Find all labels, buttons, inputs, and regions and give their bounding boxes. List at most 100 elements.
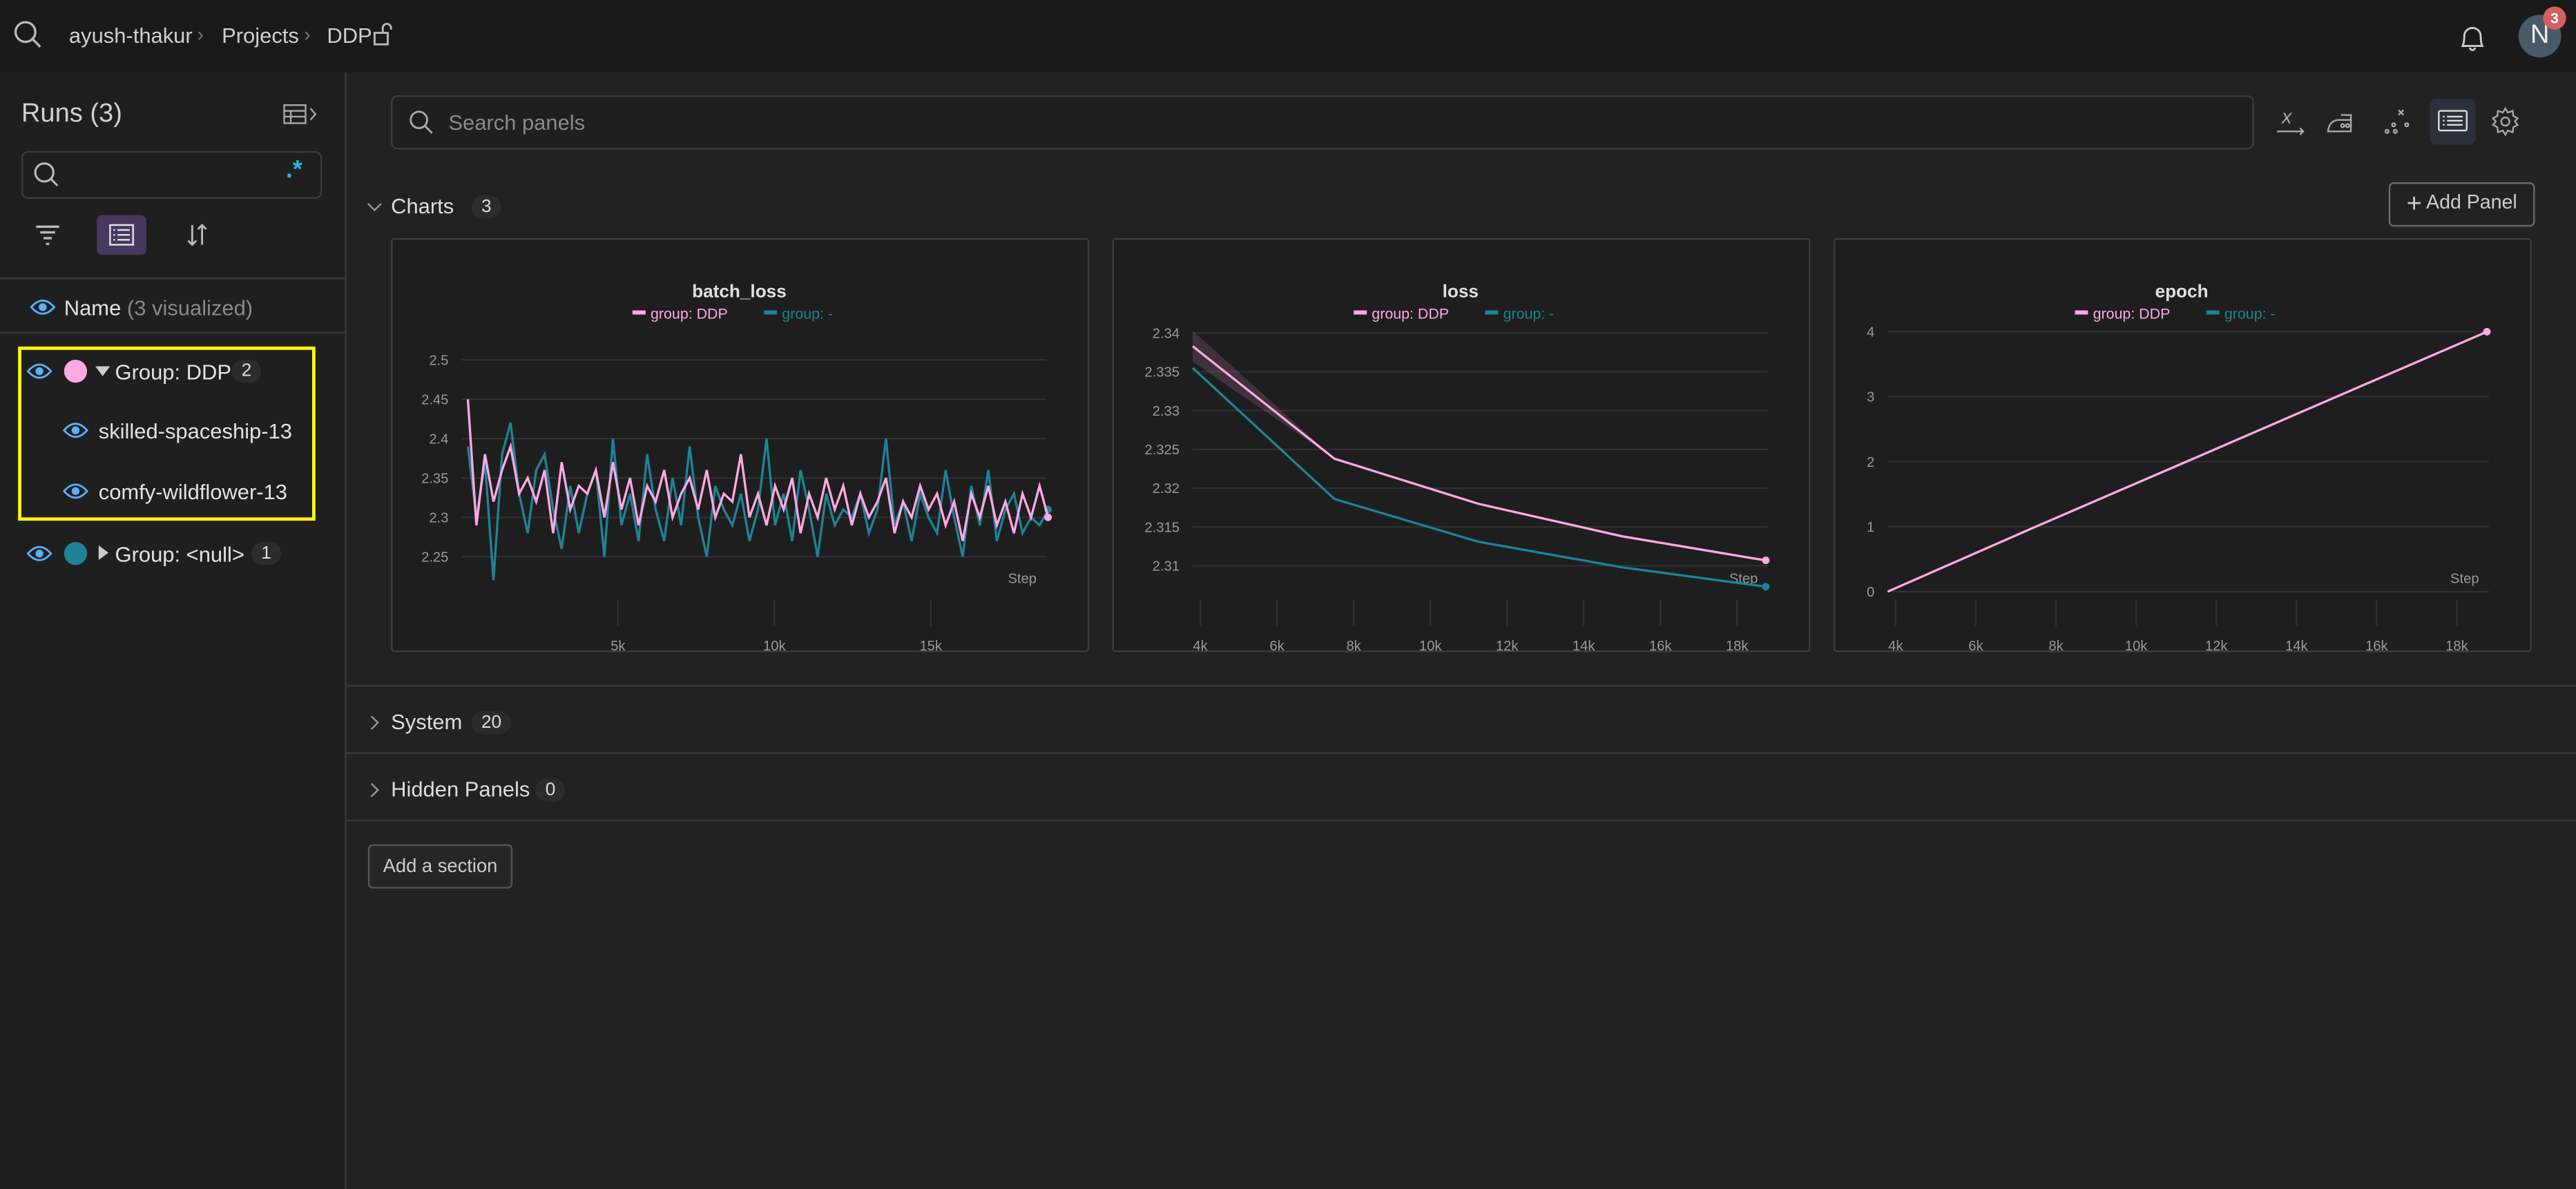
settings-gear-icon <box>2491 106 2519 137</box>
y-tick-label: 2.325 <box>1144 443 1180 458</box>
eye-icon[interactable] <box>26 363 52 380</box>
x-tick-label: 18k <box>2445 639 2468 650</box>
series-line-ddp <box>1191 345 1767 562</box>
y-tick-label: 2.32 <box>1153 481 1180 496</box>
legend-label: group: DDP <box>651 305 728 322</box>
divider <box>0 278 345 280</box>
chevron-down-icon[interactable] <box>366 200 383 213</box>
highlight-box <box>18 346 316 521</box>
search-icon[interactable] <box>13 20 43 50</box>
loss-chart: loss group: DDP group: - 2.31 2.315 2.32 2.325… <box>1144 281 1770 654</box>
expand-table-icon[interactable] <box>282 104 322 126</box>
y-tick-label: 2.33 <box>1153 404 1180 419</box>
runs-sidebar: Runs (3) .* Name (3 visualized) Group: D… <box>0 72 347 1189</box>
outliers-button[interactable] <box>2376 100 2419 143</box>
group-color-swatch[interactable] <box>64 542 88 566</box>
chart-title: batch_loss <box>692 281 787 302</box>
sort-icon[interactable] <box>186 222 209 248</box>
plus-icon: + <box>2406 189 2422 218</box>
eye-icon[interactable] <box>62 483 88 499</box>
group-label[interactable]: Group: <null> <box>115 542 244 567</box>
eye-icon[interactable] <box>30 299 56 316</box>
chart-panel-batch-loss[interactable]: batch_loss group: DDP group: - 2.25 2.3 2.35 2… <box>391 238 1090 654</box>
x-tick-label: 16k <box>2365 639 2388 650</box>
run-name[interactable]: comfy-wildflower-13 <box>98 479 287 505</box>
chart-panel-epoch[interactable]: epoch group: DDP group: - 0 1 2 3 4 4k 6k 8k 10k 12k… <box>1833 238 2532 654</box>
section-title-hidden-panels[interactable]: Hidden Panels <box>391 777 530 802</box>
breadcrumb-separator: › <box>197 23 204 46</box>
x-tick-label: 4k <box>1193 639 1208 650</box>
name-column-header[interactable]: Name (3 visualized) <box>64 296 253 320</box>
series-end-point <box>2483 327 2491 336</box>
chevron-right-icon[interactable] <box>368 782 381 798</box>
series-end-point <box>1762 557 1770 565</box>
divider <box>0 331 345 334</box>
legend-swatch <box>1354 310 1367 315</box>
section-divider <box>346 820 2576 822</box>
run-name[interactable]: skilled-spaceship-13 <box>98 418 292 444</box>
x-tick-label: 14k <box>2285 639 2308 650</box>
y-tick-label: 2.5 <box>429 353 448 368</box>
epoch-chart: epoch group: DDP group: - 0 1 2 3 4 4k 6k 8k 10k 12k… <box>1867 281 2491 654</box>
x-tick-label: 16k <box>1649 639 1672 650</box>
panel-search-input[interactable]: Search panels <box>391 95 2254 150</box>
legend-label: group: - <box>782 305 833 322</box>
smoothing-button[interactable] <box>2320 100 2363 143</box>
eye-icon[interactable] <box>26 545 52 562</box>
series-line-null <box>1191 367 1766 588</box>
caret-right-icon[interactable] <box>98 545 109 561</box>
y-tick-label: 2.45 <box>421 392 448 407</box>
group-color-swatch[interactable] <box>64 359 88 383</box>
section-title-charts[interactable]: Charts <box>391 193 454 219</box>
group-label[interactable]: Group: DDP <box>115 359 231 385</box>
layout-button[interactable] <box>2430 98 2476 145</box>
settings-button[interactable] <box>2484 100 2527 143</box>
y-tick-label: 2.34 <box>1153 326 1180 341</box>
y-tick-label: 3 <box>1867 390 1874 405</box>
x-tick-label: 18k <box>1726 639 1749 650</box>
section-count: 20 <box>471 711 512 735</box>
add-panel-label: Add Panel <box>2426 189 2517 213</box>
workspace-main: Search panels x Charts 3 + Add Panel bat… <box>346 72 2576 1189</box>
chevron-right-icon[interactable] <box>368 715 381 731</box>
legend-swatch <box>1485 310 1499 315</box>
legend-label: group: - <box>2224 305 2276 322</box>
x-axis-button[interactable]: x <box>2269 100 2311 143</box>
add-panel-button[interactable]: + Add Panel <box>2388 182 2535 227</box>
filter-icon[interactable] <box>35 224 61 246</box>
chart-panel-loss[interactable]: loss group: DDP group: - 2.31 2.315 2.32 2.325… <box>1112 238 1811 654</box>
group-view-button[interactable] <box>97 215 146 255</box>
y-tick-label: 2.3 <box>429 510 448 525</box>
y-tick-label: 2.25 <box>421 550 448 565</box>
breadcrumb-projects[interactable]: Projects <box>222 23 299 48</box>
x-axis-label: Step <box>2450 571 2479 586</box>
breadcrumb-entity[interactable]: ayush-thakur <box>68 23 193 48</box>
visualized-count: (3 visualized) <box>126 296 253 320</box>
eye-icon[interactable] <box>62 422 88 438</box>
layout-list-icon <box>2438 110 2468 132</box>
caret-down-icon[interactable] <box>95 366 110 376</box>
series-line-null <box>466 422 1050 581</box>
search-icon <box>34 162 59 186</box>
search-icon <box>410 110 433 134</box>
x-tick-label: 15k <box>919 639 942 650</box>
section-title-system[interactable]: System <box>391 709 463 735</box>
y-tick-label: 2.4 <box>429 432 448 447</box>
series-line-ddp <box>1887 330 2488 593</box>
series-band <box>1193 330 1766 561</box>
batch-loss-chart: batch_loss group: DDP group: - 2.25 2.3 2.35 2… <box>421 281 1052 654</box>
bell-icon[interactable] <box>2456 21 2489 55</box>
regex-toggle[interactable]: .* <box>285 155 302 184</box>
legend-swatch <box>2206 310 2220 315</box>
group-count-badge: 2 <box>231 359 262 383</box>
breadcrumb-project[interactable]: DDP <box>327 23 372 48</box>
y-tick-label: 4 <box>1867 325 1874 340</box>
x-tick-label: 6k <box>1269 639 1285 650</box>
add-section-button[interactable]: Add a section <box>367 844 513 889</box>
y-tick-label: 2.315 <box>1144 520 1180 535</box>
x-tick-label: 10k <box>2125 639 2148 650</box>
unlock-icon[interactable] <box>373 21 393 48</box>
list-icon <box>109 224 134 246</box>
series-end-point <box>1044 513 1052 521</box>
runs-search-input[interactable]: .* <box>21 151 323 199</box>
